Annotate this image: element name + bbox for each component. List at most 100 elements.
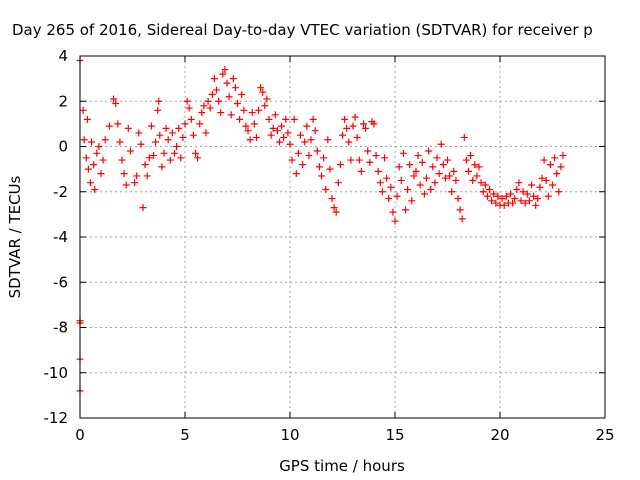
data-point — [362, 124, 370, 132]
data-point — [429, 163, 437, 171]
data-point — [488, 197, 496, 205]
y-tick-label: -10 — [44, 364, 69, 382]
data-point — [433, 154, 441, 162]
axis-ticks — [79, 55, 606, 419]
data-point — [217, 109, 225, 117]
data-point — [423, 174, 430, 182]
data-point — [360, 120, 367, 128]
x-axis-label: GPS time / hours — [279, 457, 405, 475]
data-point — [311, 127, 319, 135]
data-point — [276, 138, 283, 146]
data-point — [456, 206, 464, 214]
data-point — [101, 136, 109, 144]
data-point — [269, 124, 277, 132]
data-point — [257, 84, 265, 92]
data-point — [292, 170, 300, 178]
data-point — [473, 172, 481, 180]
data-point — [410, 172, 418, 180]
data-point — [458, 215, 466, 223]
data-point — [156, 131, 164, 139]
data-point — [513, 185, 521, 193]
y-tick-label: -12 — [44, 409, 69, 427]
data-point — [349, 122, 357, 130]
data-point — [439, 161, 447, 169]
y-tick-label: -4 — [53, 228, 68, 246]
y-tick-label: 0 — [58, 138, 68, 156]
data-point — [280, 133, 288, 141]
data-point — [460, 133, 468, 141]
data-point — [372, 152, 380, 160]
data-point — [454, 195, 462, 203]
data-point — [164, 136, 172, 144]
data-point — [336, 161, 344, 169]
data-point — [366, 158, 374, 166]
data-point — [147, 122, 155, 130]
data-point — [525, 197, 533, 205]
data-point — [450, 167, 458, 175]
data-point — [437, 140, 445, 148]
data-point — [225, 93, 233, 101]
data-point — [284, 129, 292, 137]
data-point — [498, 195, 506, 203]
data-point — [80, 136, 88, 144]
data-point — [418, 158, 426, 166]
y-tick-labels: -12 -10 -8 -6 -4 -2 0 2 4 — [44, 47, 69, 427]
data-point — [286, 140, 294, 148]
data-point — [171, 149, 178, 157]
data-point — [330, 204, 338, 212]
data-point — [250, 120, 258, 128]
x-tick-label: 10 — [280, 426, 299, 444]
data-point — [477, 179, 485, 187]
data-point — [183, 97, 191, 105]
data-point — [420, 190, 428, 198]
data-point — [435, 170, 443, 178]
data-point — [481, 181, 489, 189]
data-point — [231, 84, 239, 92]
data-point — [221, 66, 229, 74]
data-point — [416, 181, 424, 189]
data-point — [83, 115, 91, 123]
data-point — [137, 140, 145, 148]
data-point — [534, 195, 542, 203]
data-point — [462, 156, 470, 164]
data-point — [313, 147, 321, 155]
y-tick-label: -2 — [53, 183, 68, 201]
data-point — [200, 102, 208, 110]
data-point — [158, 163, 166, 171]
data-point — [322, 185, 330, 193]
data-point — [530, 192, 538, 200]
data-point — [444, 156, 451, 164]
data-point — [259, 88, 267, 96]
data-point — [303, 122, 311, 130]
data-point — [551, 154, 559, 162]
data-point — [351, 113, 359, 121]
data-point — [397, 176, 405, 184]
data-point — [345, 138, 353, 146]
data-point — [315, 163, 323, 171]
data-point — [112, 100, 120, 108]
data-point — [223, 79, 231, 87]
data-point — [502, 192, 510, 200]
data-point — [244, 127, 252, 135]
data-point — [196, 120, 204, 128]
data-point — [507, 190, 514, 198]
data-point — [542, 176, 550, 184]
data-point — [465, 167, 472, 175]
y-tick-label: 4 — [58, 47, 68, 65]
x-tick-label: 15 — [385, 426, 404, 444]
data-point — [143, 172, 151, 180]
data-point — [521, 199, 529, 207]
data-point — [97, 170, 105, 178]
data-point — [320, 154, 328, 162]
data-point — [95, 143, 103, 150]
data-point — [271, 111, 279, 119]
data-point — [202, 129, 210, 137]
data-point — [267, 131, 275, 139]
chart-title: Day 265 of 2016, Sidereal Day-to-day VTE… — [12, 21, 593, 39]
data-point — [122, 181, 130, 189]
data-point — [452, 176, 460, 184]
grid-lines — [80, 56, 605, 418]
x-tick-labels: 0 5 10 15 20 25 — [75, 426, 614, 444]
data-point — [528, 181, 535, 189]
data-point — [265, 115, 273, 123]
